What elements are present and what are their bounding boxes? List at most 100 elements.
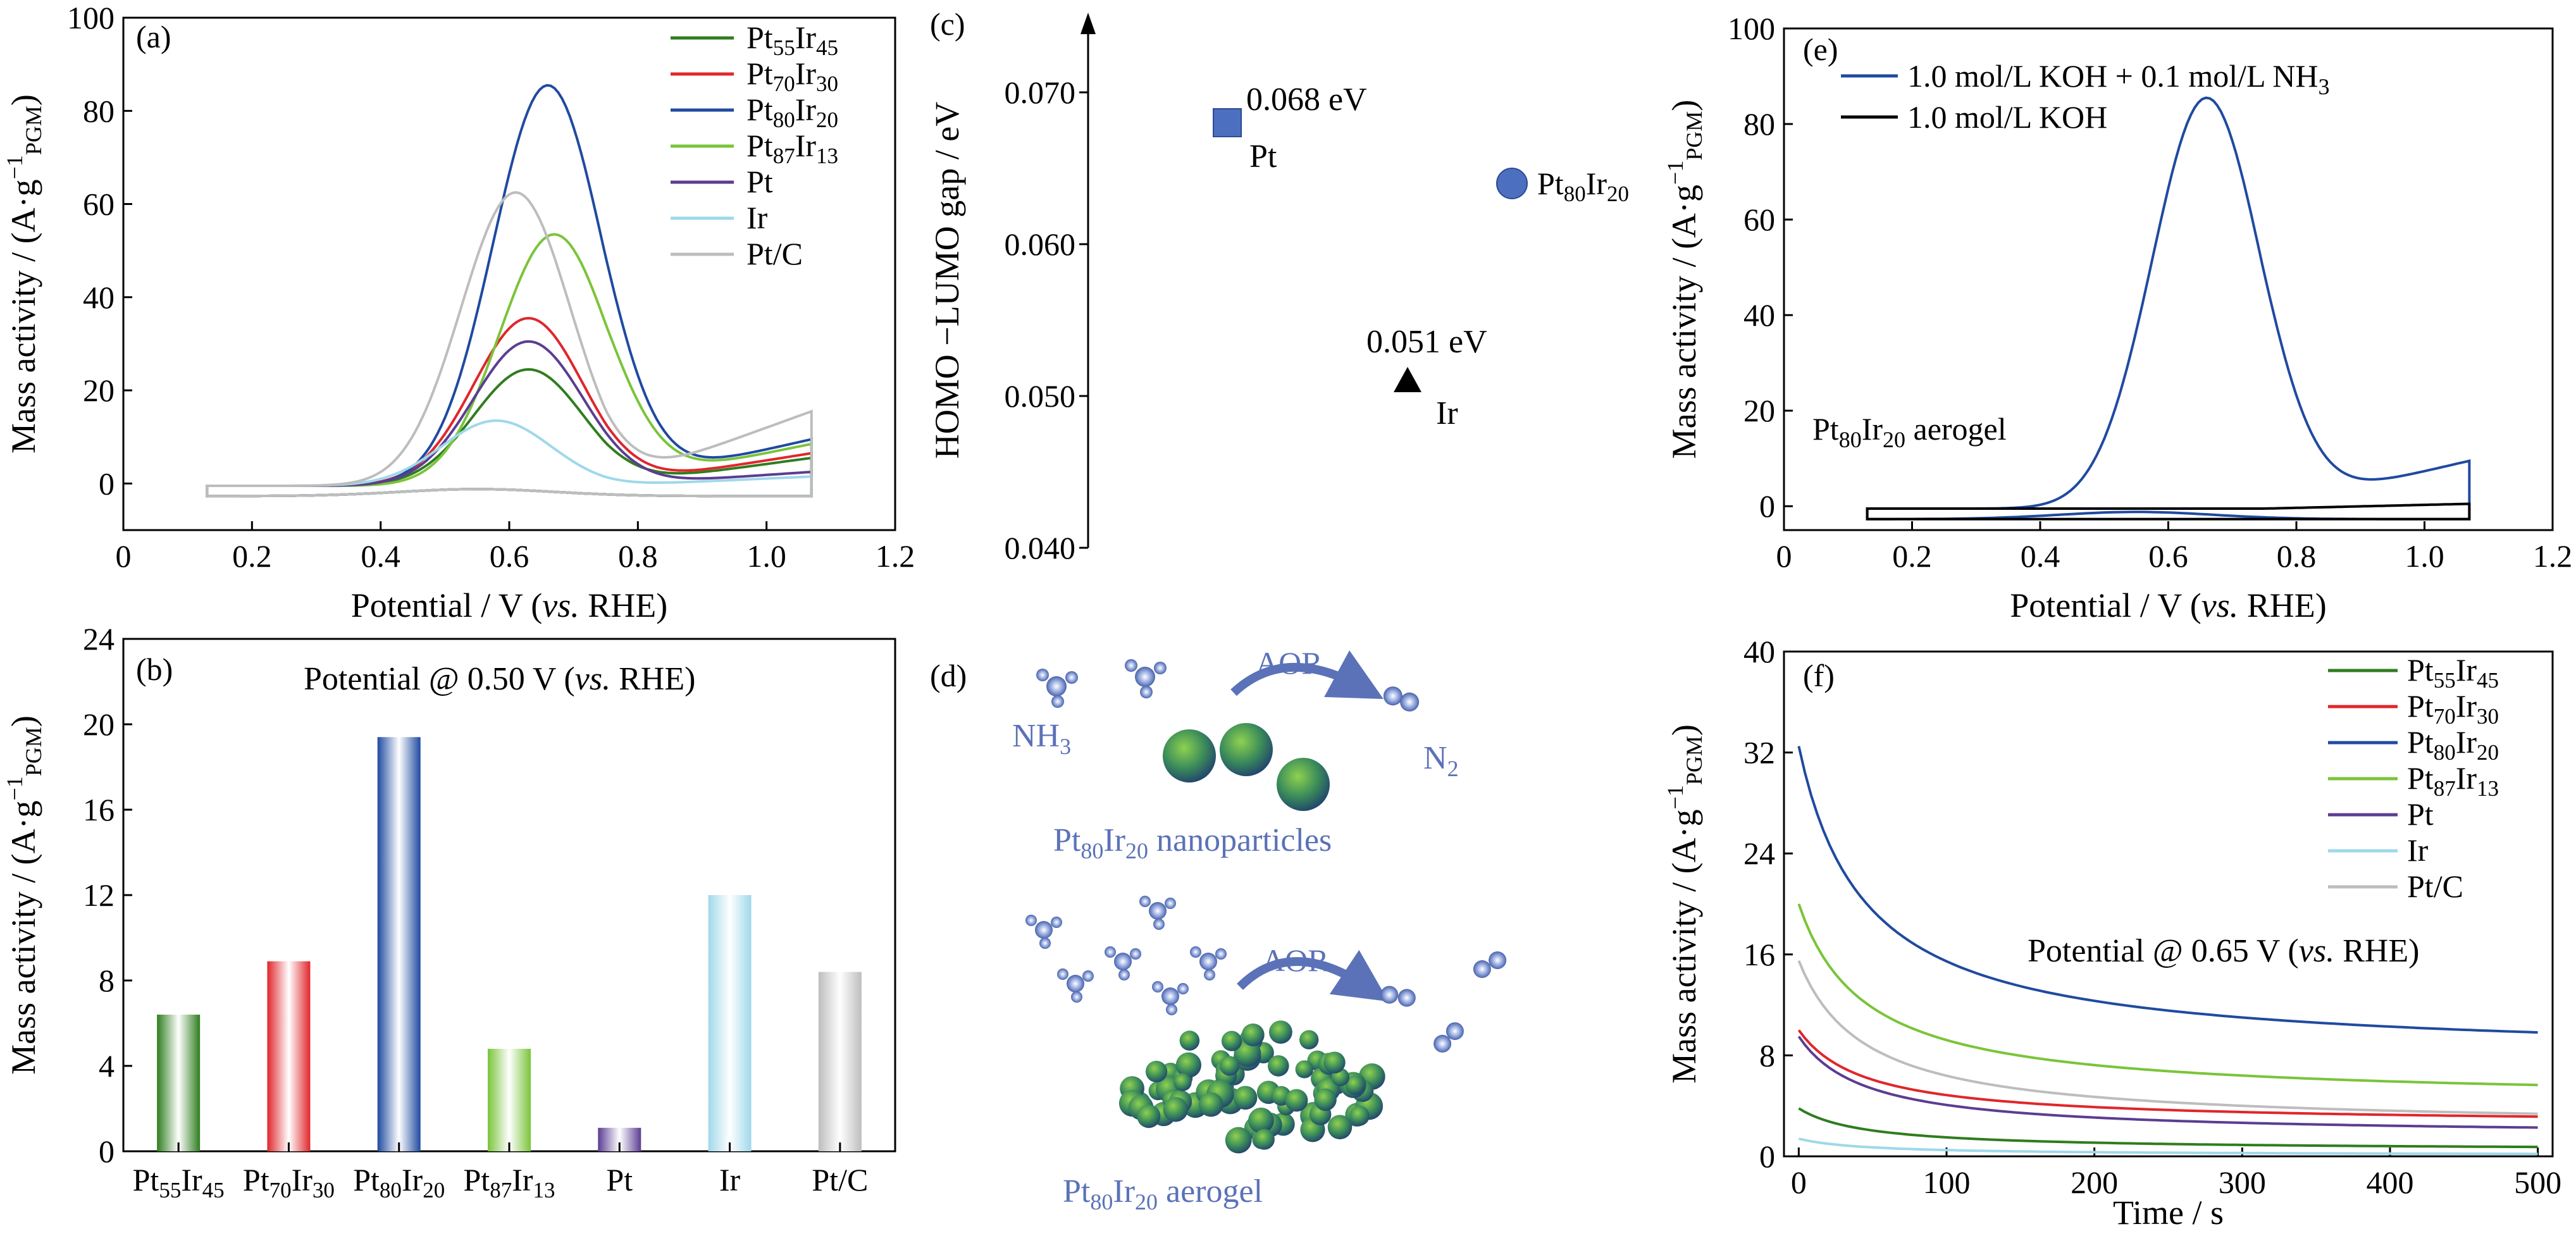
legend-label: Pt/C: [2407, 869, 2463, 904]
nh3-molecule-icon: [1105, 946, 1141, 980]
y-tick-label: 0: [99, 1134, 115, 1169]
y-tick-label: 0.060: [1005, 226, 1076, 262]
aerogel-particle: [1349, 1106, 1370, 1126]
nanoparticle-icon: [1163, 729, 1216, 782]
aerogel-particle: [1234, 1039, 1261, 1067]
panel-f-annotation: Potential @ 0.65 V (vs. RHE): [2028, 933, 2419, 969]
aerogel-particle: [1241, 1023, 1265, 1046]
legend-label: Pt87Ir13: [746, 128, 838, 168]
y-axis-label: Mass activity / (A·g−1PGM): [1663, 100, 1707, 459]
point-Pt80Ir20: [1496, 168, 1528, 199]
series-line-Pt70Ir30: [1797, 1029, 2538, 1118]
x-tick-label: 400: [2366, 1165, 2413, 1200]
point-value-label: 0.068 eV: [1246, 82, 1367, 118]
nanoparticles-scheme: NH3 AOR N2 Pt80Ir20 nanoparticles: [1012, 645, 1459, 863]
x-tick-label: 100: [1923, 1165, 1971, 1200]
aerogel-cluster-icon: [1118, 1020, 1385, 1154]
aerogel-particle: [1225, 1127, 1252, 1154]
bar-Ir: [708, 895, 752, 1151]
x-tick-label: 0.4: [2021, 538, 2060, 574]
legend-label: Pt87Ir13: [2407, 760, 2499, 801]
reaction-arrow-icon: [1237, 949, 1389, 1002]
y-tick-label: 0.050: [1005, 378, 1076, 414]
y-tick-label: 80: [83, 93, 115, 128]
legend-label: Pt80Ir20: [746, 92, 838, 132]
nh3-molecule-icon: [1125, 659, 1167, 698]
series-line-Pt-C: [1797, 960, 2538, 1115]
x-tick-label: 0.6: [490, 538, 529, 574]
aerogel-particle: [1323, 1051, 1346, 1073]
legend-label: Pt55Ir45: [746, 20, 838, 60]
x-tick-label: Pt87Ir13: [463, 1162, 555, 1203]
aerogel-particle: [1285, 1089, 1308, 1112]
legend-label: Pt: [2407, 796, 2434, 832]
n2-molecule-icon: [1380, 986, 1416, 1007]
aerogel-particle: [1254, 1129, 1275, 1150]
legend-label: 1.0 mol/L KOH + 0.1 mol/L NH3: [1907, 58, 2329, 99]
y-tick-label: 40: [1743, 297, 1775, 333]
aerogel-particle: [1295, 1060, 1313, 1079]
caption-aerogel: Pt80Ir20 aerogel: [1063, 1173, 1263, 1215]
bar-Pt55Ir45: [157, 1015, 201, 1151]
x-tick-label: 1.0: [746, 538, 786, 574]
x-tick-label: 0: [1791, 1165, 1807, 1200]
y-tick-label: 0: [99, 466, 115, 501]
panel-e: (e) 0 0.2 0.4 0.6 0.8 1.0 1.2 0 20 40 60 80 100 Poten…: [1663, 11, 2572, 624]
y-tick-label: 24: [83, 621, 115, 657]
x-axis-label: Time / s: [2113, 1194, 2224, 1232]
aerogel-particle: [1327, 1115, 1353, 1140]
x-tick-label: Pt/C: [812, 1162, 868, 1197]
y-axis-label: HOMO −LUMO gap / eV: [928, 102, 966, 459]
y-tick-label: 40: [1743, 634, 1775, 669]
panel-c-label: (c): [930, 6, 965, 42]
y-tick-label: 4: [99, 1048, 115, 1084]
legend-label: Ir: [746, 200, 768, 235]
x-tick-label: Pt55Ir45: [133, 1162, 225, 1203]
y-tick-label: 60: [83, 187, 115, 222]
aerogel-particle: [1345, 1075, 1365, 1095]
legend-label: Pt80Ir20: [2407, 724, 2499, 765]
nh3-molecule-icon: [1025, 915, 1062, 949]
series-line-Pt80Ir20: [1797, 746, 2538, 1034]
y-tick-label: 0.070: [1005, 75, 1076, 110]
panel-d-label: (d): [930, 658, 967, 693]
y-tick-label: 60: [1743, 202, 1775, 237]
bar-Pt80Ir20: [377, 737, 421, 1151]
x-tick-label: 1.2: [876, 538, 915, 574]
x-tick-label: 0.2: [1892, 538, 1932, 574]
reaction-label: AOR: [1256, 645, 1323, 681]
bar-Pt-C: [818, 972, 862, 1151]
x-tick-label: 0.6: [2148, 538, 2188, 574]
n2-molecule-icon: [1434, 1022, 1464, 1053]
y-tick-label: 40: [83, 280, 115, 315]
aerogel-particle: [1248, 1108, 1274, 1134]
y-axis-label: Mass activity / (A·g−1PGM): [2, 94, 46, 454]
panel-b: (b) Potential @ 0.50 V (vs. RHE) 0 4 8 12 16…: [2, 621, 896, 1203]
panel-a: (a) 0 0.2 0.4 0.6 0.8 1.0 1.2 0 20 40 60 80 100 Poten…: [2, 0, 915, 624]
x-tick-label: 200: [2071, 1165, 2118, 1200]
y-tick-label: 16: [83, 792, 115, 827]
n2-molecule-icon: [1383, 686, 1420, 712]
series-line-Pt55Ir45: [1798, 1107, 2538, 1149]
y-axis-arrow-icon: [1081, 13, 1096, 34]
bar-Pt70Ir30: [267, 961, 311, 1151]
nh3-molecule-icon: [1152, 981, 1189, 1015]
series-line-Ir: [1798, 1137, 2538, 1156]
x-tick-label: Ir: [719, 1162, 741, 1197]
aerogel-particle: [1163, 1097, 1188, 1122]
x-tick-label: Pt80Ir20: [353, 1162, 445, 1203]
bar-Pt87Ir13: [488, 1049, 531, 1151]
aerogel-particle: [1269, 1020, 1292, 1044]
y-tick-label: 12: [83, 877, 115, 913]
series-line-0: [1866, 96, 2471, 521]
legend-label: Pt55Ir45: [2407, 652, 2499, 693]
x-tick-label: 500: [2514, 1165, 2561, 1200]
aerogel-particle: [1314, 1088, 1337, 1111]
x-axis-label: Potential / V (vs. RHE): [351, 586, 667, 624]
point-label: Pt: [1249, 139, 1277, 175]
point-label: Ir: [1436, 395, 1458, 431]
x-tick-label: 0.4: [361, 538, 400, 574]
series-line-Pt-C: [206, 191, 813, 498]
